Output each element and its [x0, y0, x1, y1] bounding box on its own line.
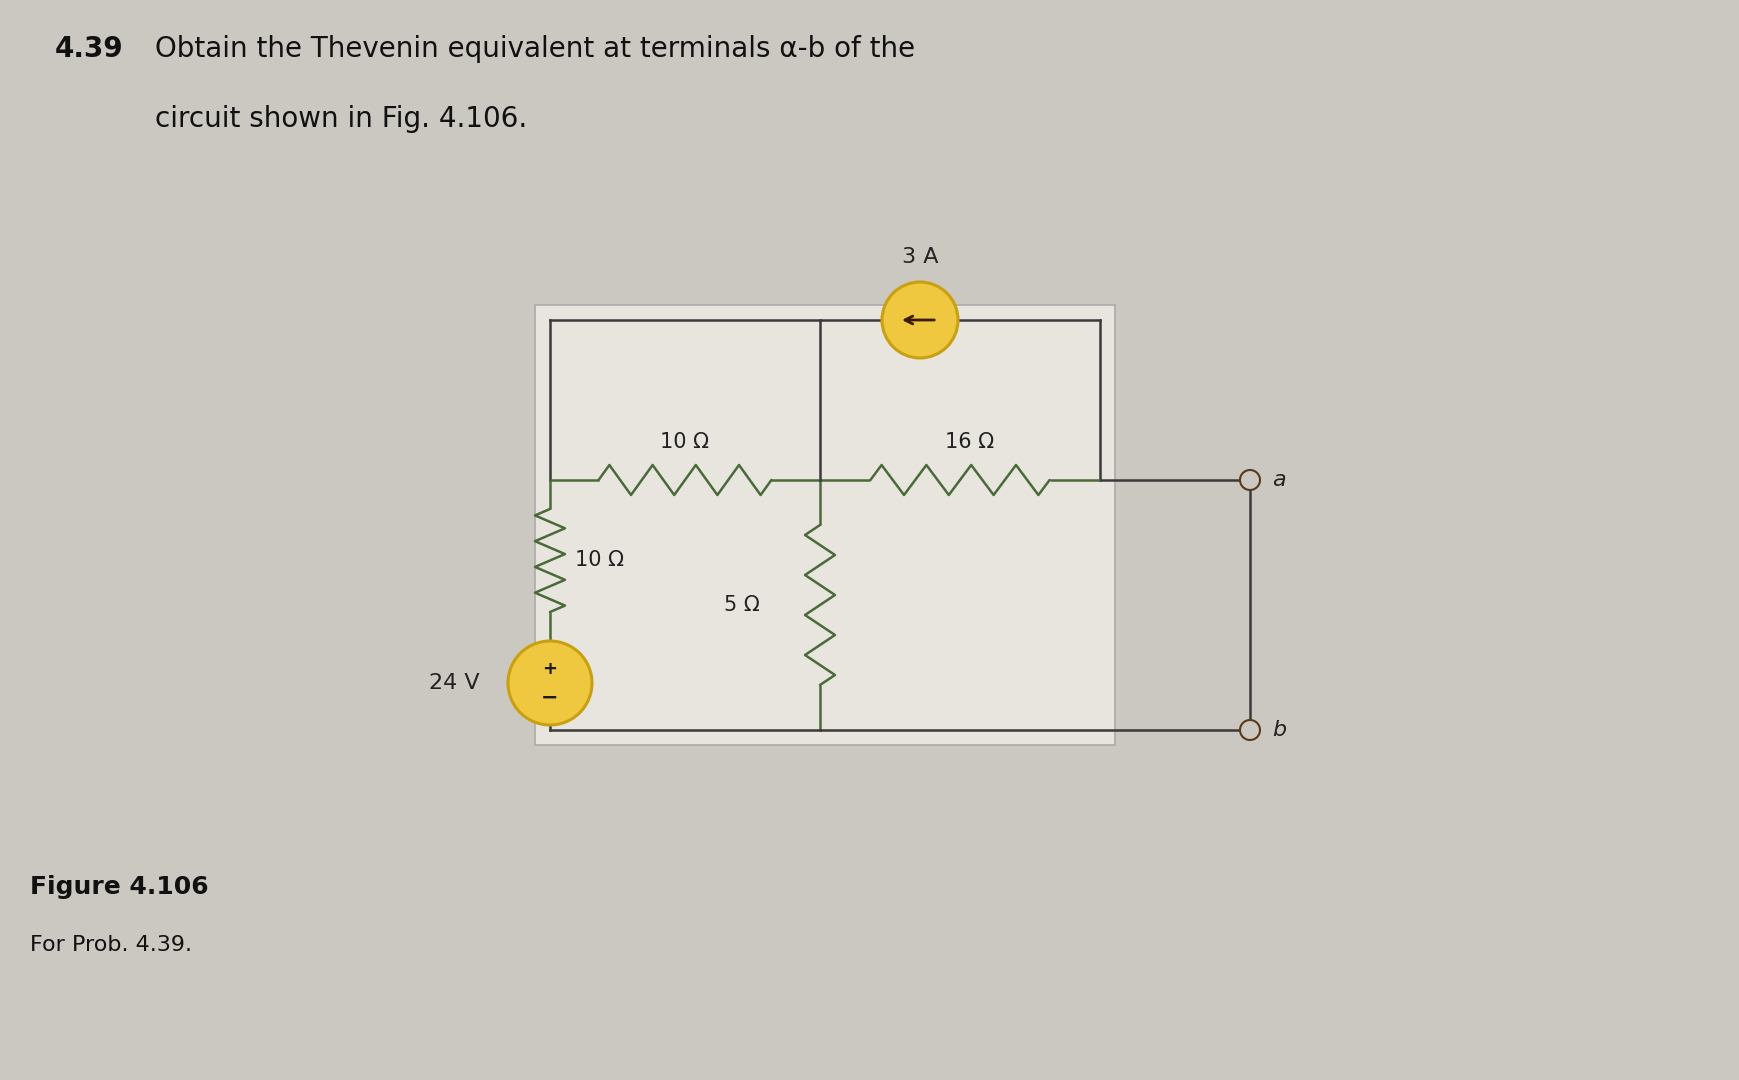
Circle shape	[508, 642, 591, 725]
Circle shape	[882, 282, 958, 357]
Text: b: b	[1271, 720, 1287, 740]
Circle shape	[1240, 470, 1261, 490]
Text: 10 Ω: 10 Ω	[661, 432, 710, 453]
Circle shape	[1240, 720, 1261, 740]
Text: 24 V: 24 V	[430, 673, 480, 693]
Text: circuit shown in Fig. 4.106.: circuit shown in Fig. 4.106.	[155, 105, 527, 133]
Text: +: +	[543, 660, 558, 678]
Text: a: a	[1271, 470, 1285, 490]
Text: −: −	[541, 688, 558, 708]
Text: Obtain the Thevenin equivalent at terminals α-b of the: Obtain the Thevenin equivalent at termin…	[155, 35, 915, 63]
Text: 16 Ω: 16 Ω	[946, 432, 995, 453]
Text: 5 Ω: 5 Ω	[723, 595, 760, 615]
Text: 10 Ω: 10 Ω	[576, 551, 624, 570]
Bar	[536, 305, 1115, 745]
Text: 4.39: 4.39	[56, 35, 123, 63]
Text: For Prob. 4.39.: For Prob. 4.39.	[30, 935, 191, 955]
Text: 3 A: 3 A	[903, 247, 939, 267]
Text: Figure 4.106: Figure 4.106	[30, 875, 209, 899]
